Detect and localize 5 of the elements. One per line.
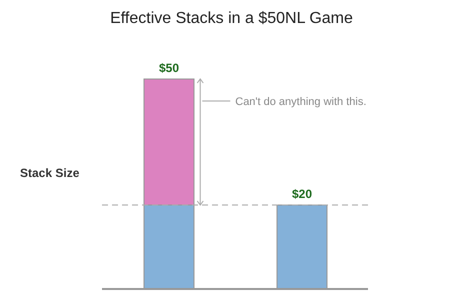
y-axis-title: Stack Size <box>20 166 80 180</box>
text: $50 <box>158 61 180 75</box>
chart-title: Effective Stacks in a $50NL Game <box>109 10 354 28</box>
annotation: $20 <box>292 187 312 201</box>
annotation: Can't do anything with this. <box>235 96 366 108</box>
